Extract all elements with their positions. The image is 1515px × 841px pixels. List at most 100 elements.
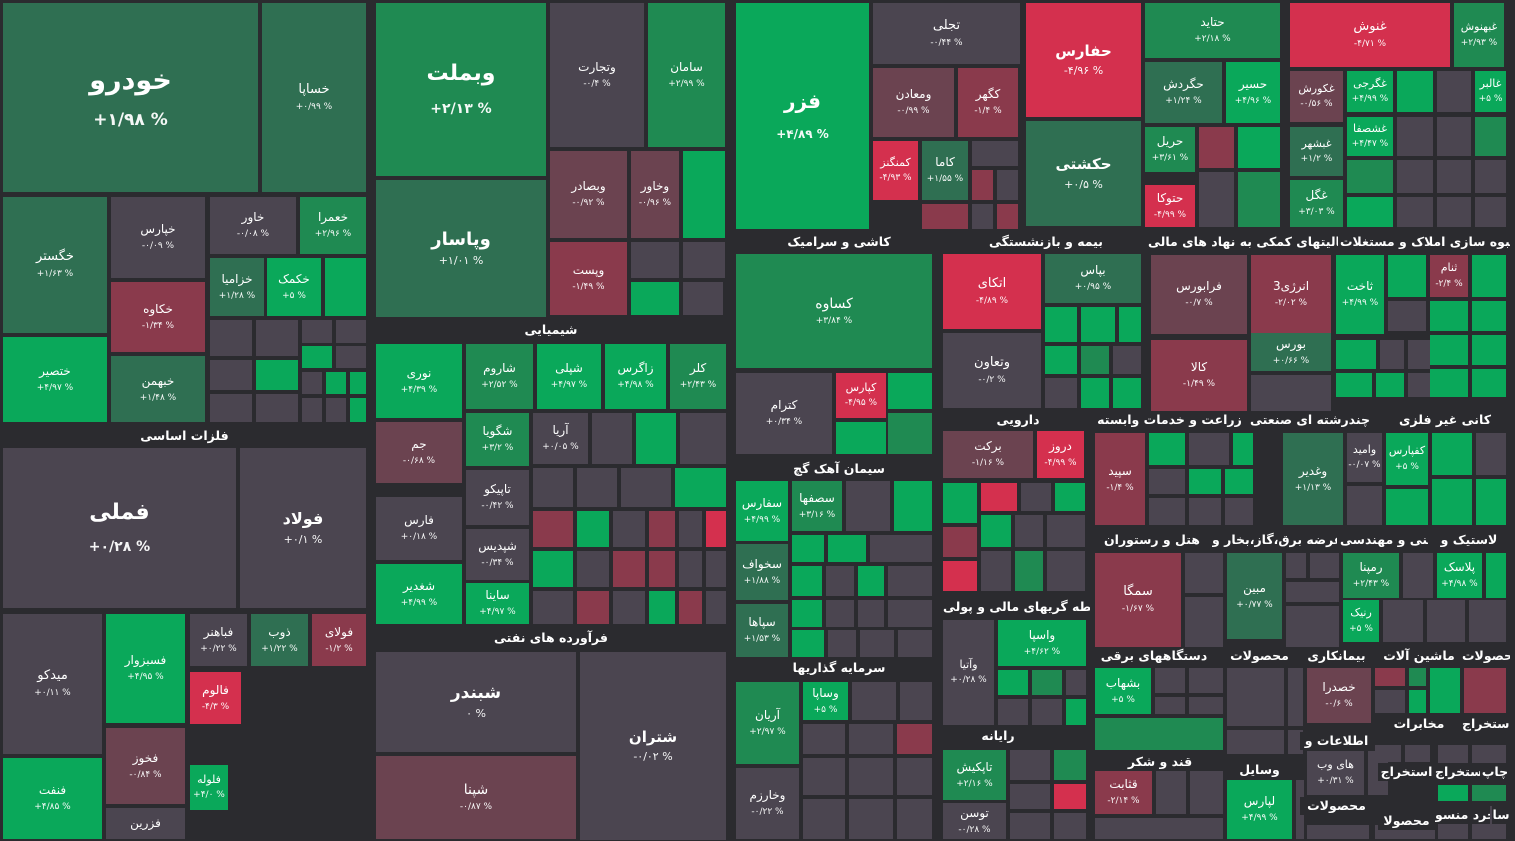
heatmap-cell[interactable]	[1437, 71, 1471, 112]
stock-tile[interactable]: نوری +۴/۳۹ %	[376, 344, 462, 418]
heatmap-cell[interactable]	[1430, 668, 1460, 713]
stock-tile[interactable]: بپاس +۰/۹۵ %	[1045, 254, 1141, 303]
stock-tile[interactable]: فولای -۱/۲ %	[312, 614, 366, 666]
stock-tile[interactable]: فارس +۰/۱۸ %	[376, 497, 462, 560]
stock-tile[interactable]: حسیر +۴/۹۶ %	[1226, 62, 1280, 123]
heatmap-cell[interactable]	[803, 758, 845, 795]
heatmap-cell[interactable]	[706, 551, 726, 587]
heatmap-cell[interactable]	[210, 320, 252, 356]
stock-tile[interactable]: شتران -۰/۰۲ %	[580, 652, 726, 840]
heatmap-cell[interactable]	[1010, 750, 1050, 780]
heatmap-cell[interactable]	[683, 282, 723, 315]
heatmap-cell[interactable]	[1375, 690, 1405, 713]
heatmap-cell[interactable]	[679, 551, 702, 587]
heatmap-cell[interactable]	[1095, 718, 1223, 750]
heatmap-cell[interactable]	[256, 394, 298, 422]
heatmap-cell[interactable]	[1119, 307, 1141, 342]
heatmap-cell[interactable]	[1113, 378, 1141, 408]
stock-tile[interactable]: زاگرس +۴/۹۸ %	[605, 344, 666, 409]
stock-tile[interactable]: غگرجی +۴/۹۹ %	[1347, 71, 1393, 112]
heatmap-cell[interactable]	[1113, 346, 1141, 374]
stock-tile[interactable]: وخارزم -۰/۲۲ %	[736, 768, 799, 839]
stock-tile[interactable]: خعمرا +۲/۹۶ %	[300, 197, 366, 254]
heatmap-cell[interactable]	[997, 204, 1018, 229]
heatmap-cell[interactable]	[706, 511, 726, 547]
heatmap-cell[interactable]	[1095, 818, 1223, 839]
stock-tile[interactable]: بشهاب +۵ %	[1095, 668, 1151, 714]
heatmap-cell[interactable]	[1409, 668, 1426, 686]
stock-tile[interactable]: وامید -۰/۰۷ %	[1347, 433, 1382, 482]
heatmap-cell[interactable]	[972, 141, 1018, 166]
stock-tile[interactable]: غگل +۳/۰۳ %	[1290, 180, 1343, 227]
stock-tile[interactable]: فولاد +۰/۱ %	[240, 448, 366, 608]
heatmap-cell[interactable]	[897, 724, 932, 754]
stock-tile[interactable]: وبصادر -۰/۹۲ %	[550, 151, 627, 238]
heatmap-cell[interactable]	[1409, 690, 1426, 713]
heatmap-cell[interactable]	[1288, 730, 1303, 754]
heatmap-cell[interactable]	[1472, 785, 1506, 801]
heatmap-cell[interactable]	[792, 566, 822, 596]
stock-tile[interactable]: رمپنا +۲/۴۳ %	[1343, 553, 1399, 598]
heatmap-cell[interactable]	[997, 170, 1018, 200]
stock-tile[interactable]: غنوش -۴/۷۱ %	[1290, 3, 1450, 67]
stock-tile[interactable]: اتکای -۴/۸۹ %	[943, 254, 1041, 329]
heatmap-cell[interactable]	[1047, 551, 1085, 591]
heatmap-cell[interactable]	[1066, 699, 1086, 725]
stock-tile[interactable]: کترام +۰/۳۴ %	[736, 373, 832, 454]
heatmap-cell[interactable]	[1307, 825, 1369, 839]
heatmap-cell[interactable]	[1054, 750, 1086, 780]
heatmap-cell[interactable]	[1376, 373, 1404, 397]
heatmap-cell[interactable]	[1397, 160, 1433, 193]
stock-tile[interactable]: کلر +۲/۴۳ %	[670, 344, 726, 409]
stock-tile[interactable]: غشصفا +۴/۴۷ %	[1347, 117, 1393, 156]
stock-tile[interactable]: خاور -۰/۰۸ %	[210, 197, 296, 254]
heatmap-cell[interactable]	[894, 481, 932, 531]
heatmap-cell[interactable]	[1189, 498, 1221, 525]
stock-tile[interactable]: غالبر +۵ %	[1475, 71, 1506, 112]
stock-tile[interactable]: حکشتی +۰/۵ %	[1026, 121, 1141, 226]
heatmap-cell[interactable]	[981, 515, 1011, 547]
stock-tile[interactable]: فزرین	[106, 808, 185, 839]
stock-tile[interactable]: وتجارت -۰/۴ %	[550, 3, 644, 147]
heatmap-cell[interactable]	[1081, 378, 1109, 408]
stock-tile[interactable]: خپارس -۰/۰۹ %	[111, 197, 205, 278]
stock-tile[interactable]: حتوکا -۴/۹۹ %	[1145, 185, 1195, 227]
heatmap-cell[interactable]	[577, 551, 609, 587]
heatmap-cell[interactable]	[1464, 668, 1506, 713]
heatmap-cell[interactable]	[1227, 668, 1284, 726]
heatmap-cell[interactable]	[679, 591, 702, 624]
heatmap-cell[interactable]	[1397, 117, 1433, 156]
heatmap-cell[interactable]	[1347, 486, 1382, 525]
stock-tile[interactable]: شاروم +۲/۵۲ %	[466, 344, 533, 409]
heatmap-cell[interactable]	[533, 591, 573, 624]
stock-tile[interactable]: سخواف +۱/۸۸ %	[736, 544, 788, 600]
heatmap-cell[interactable]	[1199, 127, 1234, 168]
heatmap-cell[interactable]	[592, 413, 632, 464]
heatmap-cell[interactable]	[1472, 301, 1506, 331]
stock-tile[interactable]: فزر +۴/۸۹ %	[736, 3, 869, 229]
heatmap-cell[interactable]	[888, 413, 932, 454]
stock-tile[interactable]: فسبزوار +۴/۹۵ %	[106, 614, 185, 723]
heatmap-cell[interactable]	[1233, 433, 1253, 465]
stock-tile[interactable]: فملی +۰/۲۸ %	[3, 448, 236, 608]
heatmap-cell[interactable]	[1189, 697, 1223, 714]
heatmap-cell[interactable]	[1438, 785, 1468, 801]
stock-tile[interactable]: کپارس -۴/۹۵ %	[836, 373, 886, 418]
heatmap-cell[interactable]	[1066, 670, 1086, 695]
heatmap-cell[interactable]	[1430, 301, 1468, 331]
heatmap-cell[interactable]	[1388, 301, 1426, 331]
heatmap-cell[interactable]	[1347, 197, 1393, 227]
heatmap-cell[interactable]	[846, 481, 890, 531]
stock-tile[interactable]: خگستر +۱/۶۳ %	[3, 197, 107, 333]
stock-tile[interactable]: غبهنوش +۲/۹۳ %	[1454, 3, 1504, 67]
heatmap-cell[interactable]	[533, 551, 573, 587]
heatmap-cell[interactable]	[1383, 600, 1423, 642]
stock-tile[interactable]: ومعادن -۰/۹۹ %	[873, 68, 954, 137]
stock-tile[interactable]: فلوله +۴/۰ %	[190, 765, 228, 810]
heatmap-cell[interactable]	[1185, 553, 1223, 593]
stock-tile[interactable]: سصفها +۳/۱۶ %	[792, 481, 842, 531]
heatmap-cell[interactable]	[1437, 117, 1471, 156]
stock-tile[interactable]: ذوب +۱/۲۲ %	[251, 614, 308, 666]
heatmap-cell[interactable]	[706, 591, 726, 624]
stock-tile[interactable]: رنیک +۵ %	[1343, 600, 1379, 642]
